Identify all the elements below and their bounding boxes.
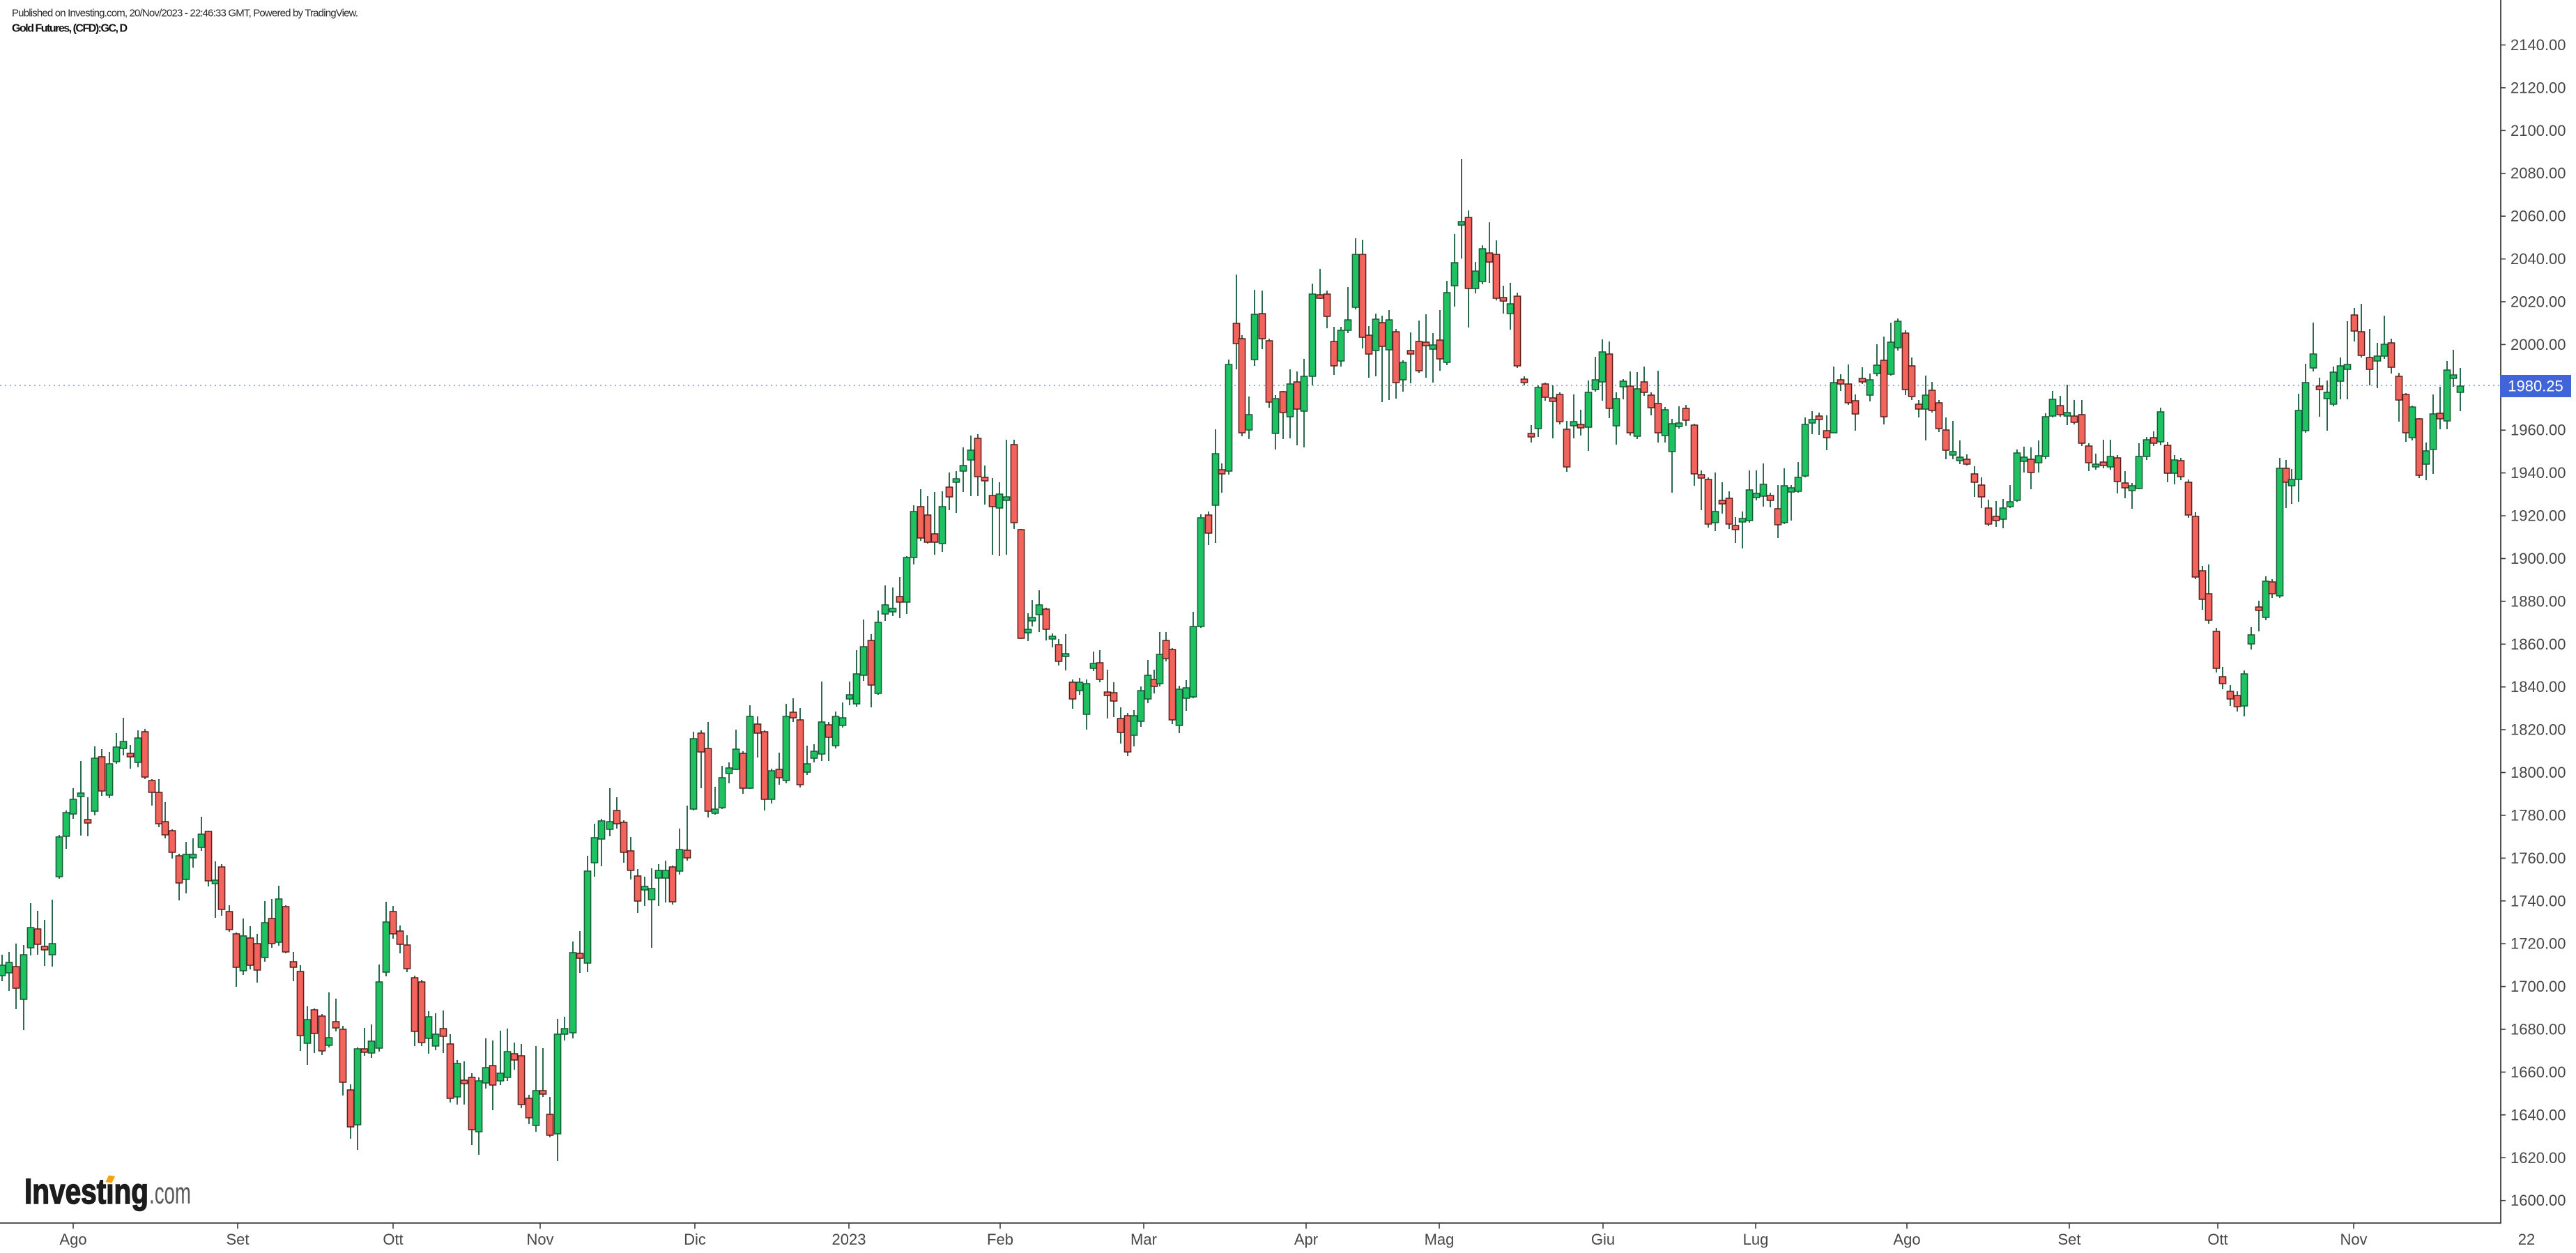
svg-text:22: 22 <box>2518 1231 2535 1248</box>
svg-text:1980.25: 1980.25 <box>2508 378 2563 395</box>
svg-text:Lug: Lug <box>1743 1231 1769 1248</box>
svg-text:Set: Set <box>226 1231 249 1248</box>
svg-text:1600.00: 1600.00 <box>2510 1192 2566 1209</box>
svg-text:Mar: Mar <box>1130 1231 1157 1248</box>
svg-text:2140.00: 2140.00 <box>2510 36 2566 54</box>
svg-text:1700.00: 1700.00 <box>2510 978 2566 995</box>
svg-text:Gold Futures, (CFD):GC, D: Gold Futures, (CFD):GC, D <box>12 23 128 35</box>
svg-text:2000.00: 2000.00 <box>2510 336 2566 353</box>
svg-text:1920.00: 1920.00 <box>2510 507 2566 525</box>
svg-text:Dic: Dic <box>684 1231 706 1248</box>
svg-text:Nov: Nov <box>526 1231 553 1248</box>
svg-text:1620.00: 1620.00 <box>2510 1149 2566 1167</box>
svg-text:1800.00: 1800.00 <box>2510 764 2566 781</box>
svg-text:1840.00: 1840.00 <box>2510 678 2566 695</box>
svg-text:Ott: Ott <box>383 1231 403 1248</box>
svg-text:1880.00: 1880.00 <box>2510 592 2566 610</box>
svg-text:2120.00: 2120.00 <box>2510 79 2566 96</box>
svg-text:Nov: Nov <box>2340 1231 2367 1248</box>
svg-text:.com: .com <box>149 1176 191 1210</box>
svg-text:2100.00: 2100.00 <box>2510 122 2566 139</box>
svg-text:Ott: Ott <box>2207 1231 2228 1248</box>
svg-text:1680.00: 1680.00 <box>2510 1021 2566 1038</box>
svg-text:Apr: Apr <box>1294 1231 1318 1248</box>
svg-text:Ago: Ago <box>59 1231 86 1248</box>
svg-text:1860.00: 1860.00 <box>2510 636 2566 653</box>
svg-text:Feb: Feb <box>987 1231 1013 1248</box>
svg-text:1720.00: 1720.00 <box>2510 935 2566 953</box>
svg-text:1780.00: 1780.00 <box>2510 807 2566 824</box>
svg-text:Giu: Giu <box>1591 1231 1615 1248</box>
svg-text:2020.00: 2020.00 <box>2510 293 2566 311</box>
svg-text:Set: Set <box>2057 1231 2080 1248</box>
svg-text:1740.00: 1740.00 <box>2510 892 2566 909</box>
svg-text:2060.00: 2060.00 <box>2510 208 2566 225</box>
svg-text:1900.00: 1900.00 <box>2510 550 2566 567</box>
svg-text:1960.00: 1960.00 <box>2510 422 2566 439</box>
svg-text:Mag: Mag <box>1425 1231 1455 1248</box>
svg-text:Ago: Ago <box>1893 1231 1920 1248</box>
svg-text:2023: 2023 <box>832 1231 866 1248</box>
svg-text:1820.00: 1820.00 <box>2510 721 2566 739</box>
svg-text:2040.00: 2040.00 <box>2510 250 2566 268</box>
svg-text:2080.00: 2080.00 <box>2510 164 2566 182</box>
svg-text:1660.00: 1660.00 <box>2510 1063 2566 1081</box>
svg-text:1760.00: 1760.00 <box>2510 850 2566 867</box>
svg-text:1640.00: 1640.00 <box>2510 1106 2566 1123</box>
svg-text:1940.00: 1940.00 <box>2510 464 2566 482</box>
svg-text:Investıng: Investıng <box>24 1171 148 1211</box>
svg-text:Published on Investing.com, 20: Published on Investing.com, 20/Nov/2023 … <box>12 8 358 20</box>
